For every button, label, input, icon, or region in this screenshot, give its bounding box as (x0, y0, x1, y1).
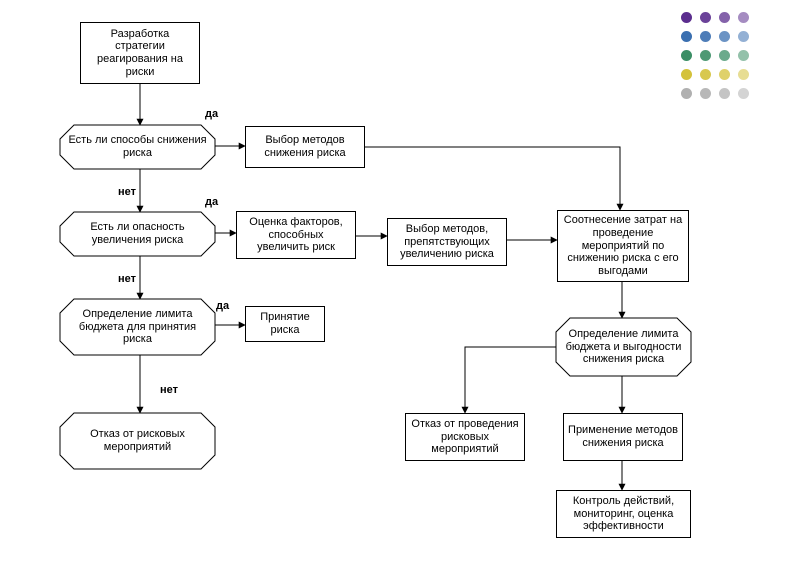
edge-label-no: нет (118, 186, 136, 198)
node-text: Принятие риска (250, 311, 320, 336)
deco-dot (738, 50, 749, 61)
process-n8: Отказ от проведения рисковых мероприятий (405, 413, 525, 461)
process-n1: Разработка стратегии реагирования на рис… (80, 22, 200, 84)
decision-n6: Отказ от рисковых мероприятий (60, 413, 215, 469)
node-text: Отказ от проведения рисковых мероприятий (410, 418, 520, 456)
edge-label-yes: да (205, 108, 218, 120)
deco-dot (719, 88, 730, 99)
deco-dot (738, 12, 749, 23)
node-text: Соотнесение затрат на проведение меропри… (562, 214, 684, 277)
edge-label-yes: да (205, 196, 218, 208)
decision-d1: Есть ли способы снижения риска (60, 125, 215, 169)
process-n2: Выбор методов снижения риска (245, 126, 365, 168)
node-text: Есть ли опасность увеличения риска (64, 221, 211, 246)
deco-dot (700, 50, 711, 61)
deco-dot (700, 12, 711, 23)
process-n7: Соотнесение затрат на проведение меропри… (557, 210, 689, 282)
deco-dot (681, 50, 692, 61)
deco-dot (719, 31, 730, 42)
deco-dot (681, 31, 692, 42)
process-n4: Выбор методов, препятствующих увеличению… (387, 218, 507, 266)
decision-d3: Определение лимита бюджета для принятия … (60, 299, 215, 355)
node-text: Оценка факторов, способных увеличить рис… (241, 216, 351, 254)
process-n10: Контроль действий, мониторинг, оценка эф… (556, 490, 691, 538)
node-text: Определение лимита бюджета для принятия … (64, 308, 211, 346)
process-n9: Применение методов снижения риска (563, 413, 683, 461)
decision-d4: Определение лимита бюджета и выгодности … (556, 318, 691, 376)
deco-dot (738, 31, 749, 42)
edge-label-no: нет (160, 384, 178, 396)
node-text: Применение методов снижения риска (568, 424, 678, 449)
node-text: Есть ли способы снижения риска (64, 134, 211, 159)
deco-dot (681, 12, 692, 23)
deco-dot (700, 88, 711, 99)
edge-label-yes: да (216, 300, 229, 312)
deco-dot (681, 88, 692, 99)
deco-dot (700, 69, 711, 80)
edge-label-no: нет (118, 273, 136, 285)
node-text: Выбор методов снижения риска (250, 134, 360, 159)
deco-dot (700, 31, 711, 42)
deco-dot (719, 12, 730, 23)
node-text: Разработка стратегии реагирования на рис… (85, 28, 195, 79)
node-text: Выбор методов, препятствующих увеличению… (392, 223, 502, 261)
node-text: Контроль действий, мониторинг, оценка эф… (561, 495, 686, 533)
deco-dot (719, 50, 730, 61)
node-text: Определение лимита бюджета и выгодности … (560, 328, 687, 366)
process-n3: Оценка факторов, способных увеличить рис… (236, 211, 356, 259)
decision-d2: Есть ли опасность увеличения риска (60, 212, 215, 256)
process-n5: Принятие риска (245, 306, 325, 342)
deco-dot (738, 69, 749, 80)
node-text: Отказ от рисковых мероприятий (64, 428, 211, 453)
deco-dot (738, 88, 749, 99)
deco-dot (681, 69, 692, 80)
deco-dot (719, 69, 730, 80)
